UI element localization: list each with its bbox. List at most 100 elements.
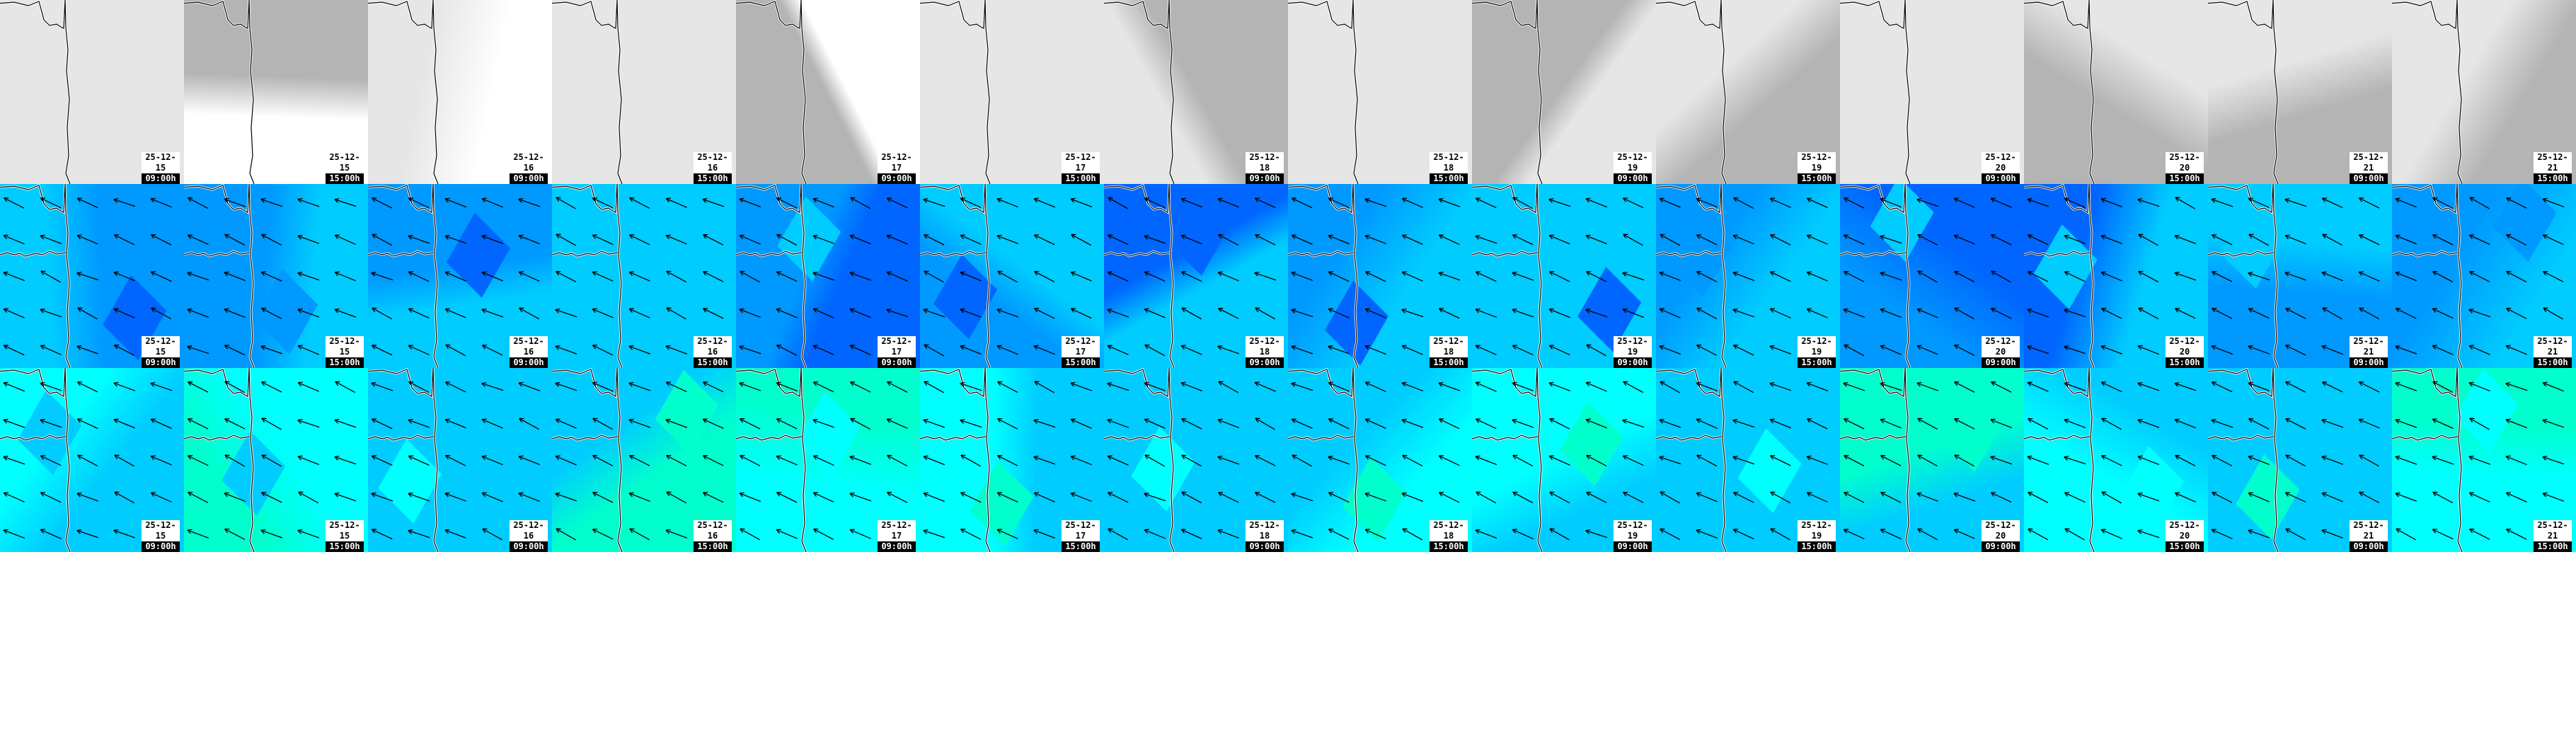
wind-arrow-icon xyxy=(408,381,430,393)
contour-region xyxy=(2220,204,2284,289)
map-tile-blue: 25-12-20 15:00h xyxy=(2024,184,2208,368)
wind-arrow-icon xyxy=(1659,271,1681,282)
map-overlay xyxy=(368,0,439,184)
coastline xyxy=(920,184,991,368)
wind-arrow-icon xyxy=(408,271,430,282)
wind-arrow-icon xyxy=(371,381,393,391)
wind-arrow-icon xyxy=(592,271,614,282)
wind-arrow-icon xyxy=(2543,307,2563,320)
coastline xyxy=(1840,184,1911,368)
wind-arrow-icon xyxy=(1696,270,1718,282)
wind-arrow-icon xyxy=(812,271,835,281)
contour-region xyxy=(1939,387,2003,473)
wind-arrow-icon xyxy=(1438,234,1460,246)
wind-arrow-icon xyxy=(1476,491,1497,504)
map-overlay xyxy=(184,0,255,184)
wind-arrow-icon xyxy=(1548,345,1570,356)
map-tile-cyan: 25-12-20 15:00h xyxy=(2024,368,2208,552)
wind-arrow-icon xyxy=(555,381,577,391)
wind-arrow-icon xyxy=(2506,197,2527,209)
wind-arrow-icon xyxy=(666,454,687,466)
wind-arrow-icon xyxy=(2174,271,2197,281)
wind-arrow-icon xyxy=(1548,198,1571,207)
date-label: 25-12-15 xyxy=(142,520,180,541)
forecast-map-grid: 25-12-15 09:00h 25-12-15 15:00h 25-12-16 09:0… xyxy=(0,0,2576,552)
coastline xyxy=(2024,368,2095,552)
coastline xyxy=(2208,184,2279,368)
coastline xyxy=(2024,184,2095,368)
wind-arrow-icon xyxy=(76,492,99,502)
wind-arrow-icon xyxy=(1401,309,1424,318)
wind-arrow-icon xyxy=(1328,197,1350,209)
wind-arrow-icon xyxy=(1585,308,1608,318)
wind-arrow-icon xyxy=(1107,381,1129,391)
wind-arrow-icon xyxy=(187,271,209,281)
wind-arrow-icon xyxy=(592,418,614,430)
wind-arrow-icon xyxy=(1696,234,1718,246)
wind-arrow-icon xyxy=(1217,345,1240,355)
map-overlay xyxy=(2392,0,2463,184)
wind-arrow-icon xyxy=(76,234,98,245)
wind-arrow-icon xyxy=(1696,529,1718,539)
wind-arrow-icon xyxy=(1328,455,1350,465)
wind-arrow-icon xyxy=(2542,381,2564,392)
wind-arrow-icon xyxy=(1880,382,1902,391)
wind-arrow-icon xyxy=(518,234,540,245)
coastline xyxy=(1104,184,1175,368)
timestamp-label: 25-12-21 15:00h xyxy=(2534,336,2572,368)
time-label: 09:00h xyxy=(2350,173,2388,184)
map-tile-blue: 25-12-18 15:00h xyxy=(1288,184,1472,368)
wind-arrow-icon xyxy=(2248,529,2270,539)
map-tile-blue: 25-12-19 15:00h xyxy=(1656,184,1840,368)
date-label: 25-12-17 xyxy=(878,152,916,173)
wind-arrow-icon xyxy=(1586,491,1607,503)
coastline xyxy=(1104,0,1175,184)
time-label: 09:00h xyxy=(2350,541,2388,552)
coastline xyxy=(552,184,623,368)
wind-arrow-icon xyxy=(1180,529,1202,539)
wind-arrow-icon xyxy=(2432,197,2454,209)
map-overlay xyxy=(368,184,541,368)
wind-arrow-icon xyxy=(592,454,614,466)
wind-arrow-icon xyxy=(2469,418,2490,430)
wind-arrow-icon xyxy=(592,197,614,209)
wind-arrow-icon xyxy=(1843,234,1865,246)
timestamp-label: 25-12-16 15:00h xyxy=(694,336,732,368)
date-label: 25-12-20 xyxy=(1982,152,2020,173)
wind-arrow-icon xyxy=(2395,234,2417,245)
coastline xyxy=(368,368,439,552)
wind-arrow-icon xyxy=(739,492,761,502)
border-line xyxy=(2024,435,2091,441)
wind-arrow-icon xyxy=(2248,418,2270,430)
wind-arrow-icon xyxy=(1880,235,1902,244)
wind-arrow-icon xyxy=(2395,345,2417,355)
wind-arrow-icon xyxy=(996,308,1019,318)
wind-arrow-icon xyxy=(996,197,1019,208)
coastline xyxy=(2208,0,2279,184)
wind-arrow-icon xyxy=(2211,418,2233,428)
wind-arrow-icon xyxy=(1438,271,1461,281)
wind-arrow-icon xyxy=(886,308,909,318)
wind-arrow-icon xyxy=(1586,454,1607,466)
date-label: 25-12-17 xyxy=(1062,152,1100,173)
wind-arrow-icon xyxy=(1991,381,2012,393)
wind-arrow-icon xyxy=(1180,234,1202,245)
wind-arrow-icon xyxy=(444,308,466,318)
date-label: 25-12-19 xyxy=(1798,152,1836,173)
wind-arrow-icon xyxy=(1843,308,1865,318)
wind-arrow-icon xyxy=(150,492,172,503)
wind-arrow-icon xyxy=(1070,308,1092,319)
wind-arrow-icon xyxy=(297,345,319,355)
wind-arrow-icon xyxy=(666,307,686,320)
map-tile-grayscale: 25-12-19 15:00h xyxy=(1656,0,1840,184)
wind-arrow-icon xyxy=(1181,454,1202,467)
wind-arrow-icon xyxy=(2505,492,2527,502)
wind-arrow-icon xyxy=(260,492,282,503)
coastline xyxy=(1656,368,1727,552)
coastline xyxy=(2024,0,2095,184)
wind-arrow-icon xyxy=(1401,492,1424,502)
wind-arrow-icon xyxy=(297,308,320,318)
wind-arrow-icon xyxy=(151,307,172,320)
wind-arrow-icon xyxy=(1916,308,1938,318)
contour-region xyxy=(254,269,318,355)
